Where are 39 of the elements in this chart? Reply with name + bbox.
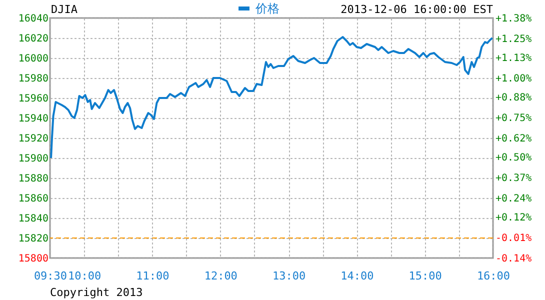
x-tick-label: 14:00 [340,270,374,282]
legend-label: 价格 [254,2,280,16]
y2-tick-label: +0.62% [496,134,532,144]
y2-tick-label: +0.12% [496,212,532,224]
y2-tick-label: +0.37% [496,172,532,184]
line-series [50,36,493,159]
y2-tick-label: +1.00% [496,74,532,84]
y2-tick-label: +0.24% [496,194,532,204]
y2-tick-label: +1.25% [496,34,532,46]
x-tick-label: 09:30 [34,270,68,282]
y-tick-label: 15820 [18,234,48,244]
y2-tick-label: +1.13% [496,52,532,64]
y-tick-label: 15940 [18,114,48,124]
y-tick-label: 15900 [18,154,48,164]
y-tick-label: 16020 [18,34,48,44]
y-tick-label: 15880 [18,174,48,184]
x-tick-label: 13:00 [272,270,306,282]
y-tick-label: 15960 [18,94,48,104]
x-tick-label: 16:00 [476,270,510,282]
y2-tick-label: +0.75% [496,112,532,124]
y-tick-label: 16040 [18,14,48,24]
text: 2013-12-06 16:00:00 EST [340,3,494,16]
y-tick-label: 15840 [18,214,48,224]
x-tick-label: 15:00 [408,270,442,282]
y2-tick-label: +1.38% [496,14,532,24]
y2-tick-label: -0.14% [496,254,532,264]
y-tick-label: 15800 [18,254,48,264]
y2-tick-label: -0.01% [496,232,532,244]
y-tick-label: 16000 [18,54,48,64]
y2-tick-label: +0.88% [496,92,532,104]
chart-title: DJIA [51,3,78,16]
x-tick-label: 10:00 [68,270,102,282]
y-tick-label: 15920 [18,134,48,144]
y-tick-label: 15860 [18,194,48,204]
x-tick-label: 12:00 [204,270,238,282]
x-tick-label: 11:00 [136,270,170,282]
y-tick-label: 15980 [18,74,48,84]
y2-tick-label: +0.50% [496,152,532,164]
text: Copyright 2013 [50,286,143,299]
